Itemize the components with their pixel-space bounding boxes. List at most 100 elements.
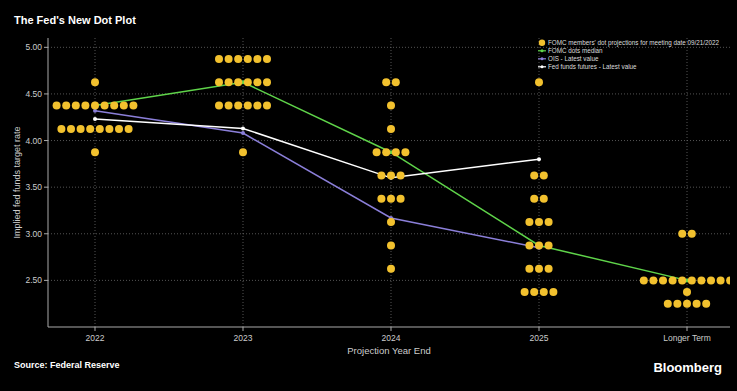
dot	[683, 288, 691, 296]
y-tick-label: 3.50	[25, 182, 42, 192]
dot	[392, 148, 400, 156]
dot	[545, 265, 553, 273]
dot	[253, 78, 261, 86]
chart-container: The Fed's New Dot Plot2.503.003.504.004.…	[0, 0, 737, 391]
x-axis-line	[48, 327, 730, 328]
dot	[377, 172, 385, 180]
legend-label: Fed funds futures - Latest value	[548, 63, 637, 70]
dot	[215, 55, 223, 63]
dot	[387, 125, 395, 133]
y-grid-line	[48, 187, 730, 188]
dot	[697, 276, 705, 284]
y-tick	[44, 187, 48, 188]
dot	[110, 102, 118, 110]
line-point	[537, 157, 541, 161]
dot	[535, 241, 543, 249]
dot	[535, 78, 543, 86]
x-tick-label: 2024	[382, 333, 401, 343]
dot	[225, 55, 233, 63]
dot	[244, 102, 252, 110]
dot	[77, 125, 85, 133]
dot	[382, 78, 390, 86]
x-grid-line	[687, 38, 688, 327]
dot	[263, 55, 271, 63]
dot	[225, 102, 233, 110]
chart-svg: The Fed's New Dot Plot2.503.003.504.004.…	[0, 0, 737, 391]
dot	[91, 102, 99, 110]
line-3	[95, 119, 539, 178]
dot	[669, 276, 677, 284]
line-1	[95, 82, 687, 280]
legend-label: FOMC dots median	[548, 47, 603, 54]
dot	[387, 195, 395, 203]
x-tick	[95, 327, 96, 331]
y-tick-label: 5.00	[25, 42, 42, 52]
marks	[53, 55, 730, 308]
dot	[373, 148, 381, 156]
dot	[57, 125, 65, 133]
legend-swatch	[538, 66, 546, 67]
legend-swatch	[539, 40, 545, 46]
dot	[387, 172, 395, 180]
title: The Fed's New Dot Plot	[14, 14, 136, 26]
x-tick-label: 2025	[530, 333, 549, 343]
x-axis-label: Projection Year End	[347, 345, 430, 356]
dot	[253, 55, 261, 63]
dot	[101, 102, 109, 110]
dot	[521, 288, 529, 296]
dot	[125, 125, 133, 133]
y-grid-line	[48, 280, 730, 281]
x-tick-label: 2022	[86, 333, 105, 343]
dot	[387, 241, 395, 249]
y-tick	[44, 233, 48, 234]
dot	[688, 276, 696, 284]
legend-label: FOMC members' dot projections for meetin…	[548, 39, 719, 47]
dot	[673, 300, 681, 308]
y-tick	[44, 140, 48, 141]
y-tick-label: 3.00	[25, 229, 42, 239]
legend-swatch	[541, 49, 544, 52]
background	[0, 0, 737, 391]
x-tick	[687, 327, 688, 331]
dot	[253, 102, 261, 110]
dot	[115, 125, 123, 133]
dot	[234, 102, 242, 110]
dot	[72, 102, 80, 110]
y-grid-line	[48, 47, 730, 48]
dot	[540, 288, 548, 296]
dot	[387, 218, 395, 226]
y-grid-line	[48, 140, 730, 141]
x-tick-label: Longer Term	[663, 333, 711, 343]
dot	[392, 78, 400, 86]
x-tick	[243, 327, 244, 331]
legend-swatch	[538, 58, 546, 59]
dot	[525, 241, 533, 249]
dot	[717, 276, 725, 284]
dot	[525, 218, 533, 226]
y-tick	[44, 93, 48, 94]
dot	[263, 78, 271, 86]
legend-swatch	[541, 57, 544, 60]
dot	[535, 265, 543, 273]
y-tick-label: 4.00	[25, 136, 42, 146]
dot	[387, 265, 395, 273]
dot	[549, 288, 557, 296]
dot	[530, 195, 538, 203]
dot	[382, 148, 390, 156]
y-axis-label: Implied fed funds target rate	[12, 126, 22, 238]
x-tick	[391, 327, 392, 331]
dot	[62, 102, 70, 110]
y-grid-line	[48, 233, 730, 234]
dot	[530, 172, 538, 180]
dot	[225, 78, 233, 86]
dot	[525, 265, 533, 273]
dot	[234, 78, 242, 86]
dot	[53, 102, 61, 110]
dot	[640, 276, 648, 284]
dot	[678, 276, 686, 284]
dot	[683, 300, 691, 308]
dot	[707, 276, 715, 284]
dot	[540, 195, 548, 203]
y-grid-line	[48, 93, 730, 94]
line-point	[241, 126, 245, 130]
